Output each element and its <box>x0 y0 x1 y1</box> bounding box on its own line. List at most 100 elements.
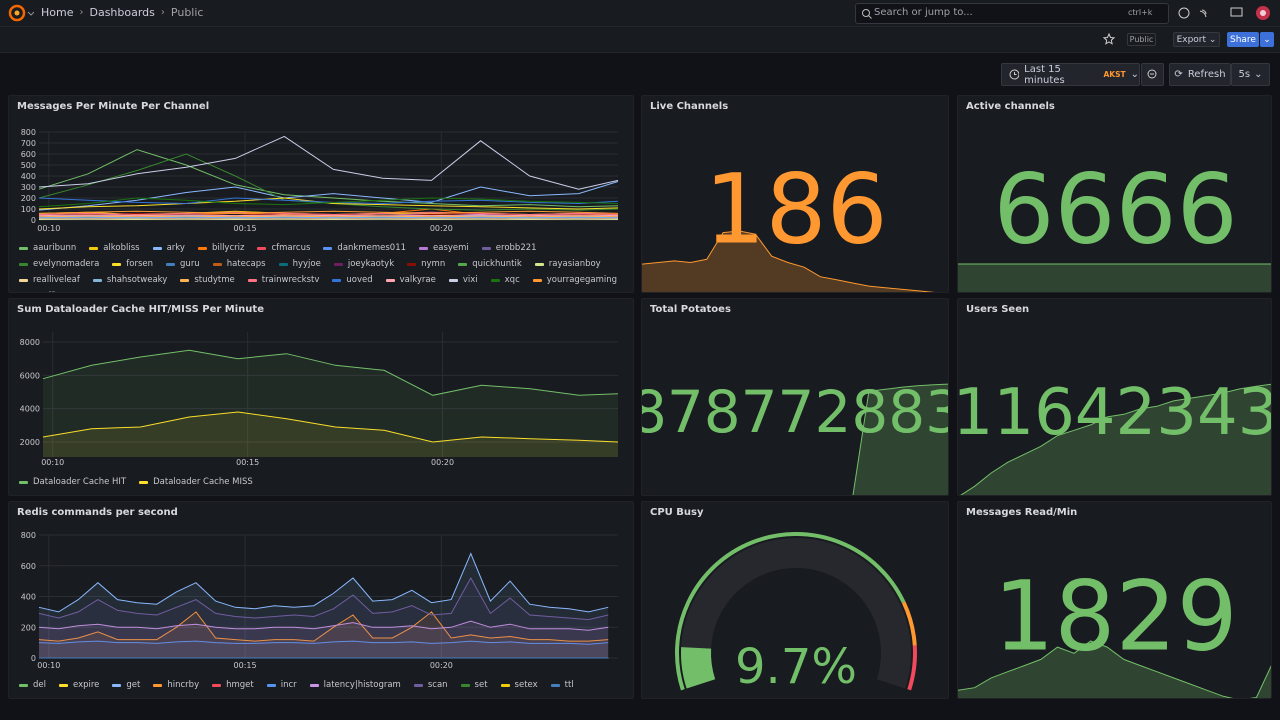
legend-swatch <box>534 262 544 266</box>
legend-item[interactable]: del <box>19 679 46 691</box>
legend-item[interactable]: setex <box>500 679 538 691</box>
x-tick-label: 00:20 <box>431 458 454 467</box>
panel-canvas: 2000 4000 6000 8000 00:10 00:15 00:20 <box>20 332 619 467</box>
legend-item[interactable]: quickhuntik <box>458 258 522 270</box>
legend-label: latency|histogram <box>323 680 401 690</box>
series-line <box>38 552 609 613</box>
shortcut: ctrl+k <box>1128 8 1153 17</box>
legend-item[interactable]: vixi <box>448 274 478 286</box>
legend-item[interactable]: shahsotweaky <box>92 274 167 286</box>
refresh-button[interactable]: ⟳ Refresh <box>1169 63 1231 86</box>
legend-label: uoved <box>346 275 373 285</box>
threshold-band <box>675 532 906 691</box>
legend-swatch <box>500 683 510 687</box>
legend-item[interactable]: joeykaotyk <box>333 258 394 270</box>
legend-item[interactable]: incr <box>266 679 297 691</box>
legend-item[interactable]: alkobliss <box>89 242 140 254</box>
legend: del expire get hincrby hmget incr latency|hist… <box>19 679 619 691</box>
legend-item[interactable]: easyemi <box>419 242 469 254</box>
legend-label: forsen <box>126 259 154 269</box>
search-box[interactable]: Search or jump to... ctrl+k <box>855 3 1169 24</box>
legend-item[interactable]: evelynomadera <box>19 258 99 270</box>
legend-item[interactable]: latency|histogram <box>309 679 401 691</box>
gauge-value <box>681 647 716 689</box>
legend-item[interactable]: aauribunn <box>19 242 76 254</box>
legend-item[interactable]: uoved <box>332 274 373 286</box>
star-button[interactable] <box>1103 33 1115 45</box>
legend-swatch <box>180 278 190 282</box>
legend-item[interactable]: xqc <box>490 274 520 286</box>
legend-item[interactable]: studytme <box>180 274 235 286</box>
panel-canvas: 0 100 200 300 400 500 600 700 800 00:10 00:15 00:20 <box>21 128 619 233</box>
x-tick-label: 00:15 <box>236 458 259 467</box>
y-tick-label: 0 <box>31 216 36 225</box>
share-button[interactable]: Share <box>1227 32 1259 47</box>
legend-item[interactable]: trainwreckstv <box>247 274 319 286</box>
legend-item[interactable]: expire <box>59 679 99 691</box>
search-placeholder: Search or jump to... <box>874 7 973 18</box>
legend-item[interactable]: yugi2x <box>19 290 62 292</box>
legend-item[interactable]: billycriz <box>197 242 244 254</box>
legend-swatch <box>385 278 395 282</box>
legend-label: aauribunn <box>33 243 77 253</box>
legend-item[interactable]: guru <box>166 258 200 270</box>
export-button[interactable]: Export ⌄ <box>1173 32 1220 47</box>
refresh-interval[interactable]: 5s ⌄ <box>1231 63 1270 86</box>
series-line <box>38 215 619 218</box>
legend-swatch <box>19 480 28 484</box>
legend-label: easyemi <box>433 243 469 253</box>
zoom-out-button[interactable] <box>1141 63 1164 86</box>
legend-item[interactable]: realliveleaf <box>19 274 80 286</box>
legend-swatch <box>333 262 343 266</box>
gauge-track <box>681 538 911 689</box>
series-line <box>38 620 609 631</box>
stat-value: 6666 <box>993 154 1237 266</box>
panel-canvas: 6666 <box>958 154 1271 292</box>
search-icon <box>862 9 872 19</box>
legend-item[interactable]: forsen <box>112 258 153 270</box>
panel-title: Active channels <box>966 101 1055 112</box>
y-tick-label: 100 <box>21 205 36 214</box>
time-picker[interactable]: Last 15 minutes AKST ⌄ <box>1001 63 1140 86</box>
series-area <box>43 350 618 457</box>
legend-item[interactable]: set <box>460 679 488 691</box>
panel-title: Users Seen <box>966 304 1030 315</box>
legend-item[interactable]: Dataloader Cache MISS <box>139 476 253 488</box>
x-tick-label: 00:10 <box>37 224 60 233</box>
button-label: Export <box>1176 34 1207 45</box>
breadcrumb[interactable]: Dashboards <box>89 6 155 19</box>
legend-item[interactable]: hyyjoe <box>278 258 321 270</box>
legend-item[interactable]: get <box>112 679 140 691</box>
legend-item[interactable]: hincrby <box>153 679 199 691</box>
legend-swatch <box>458 262 468 266</box>
legend-item[interactable]: dankmemes011 <box>323 242 406 254</box>
panel-title: Messages Read/Min <box>966 507 1078 518</box>
panel-canvas: 186 <box>642 154 935 292</box>
y-tick-label: 500 <box>21 161 36 170</box>
legend-swatch <box>323 246 333 250</box>
legend-item[interactable]: ttl <box>550 679 574 691</box>
legend-item[interactable]: rayasianboy <box>534 258 601 270</box>
legend-swatch <box>460 683 470 687</box>
legend-swatch <box>550 683 560 687</box>
breadcrumb[interactable]: Home <box>41 6 74 19</box>
series-line <box>38 611 609 642</box>
legend-swatch <box>212 683 222 687</box>
legend-item[interactable]: hmget <box>212 679 254 691</box>
header-icons[interactable] <box>1176 6 1276 22</box>
legend-label: Dataloader Cache MISS <box>153 477 253 487</box>
legend-item[interactable]: cfmarcus <box>257 242 310 254</box>
legend-item[interactable]: valkyrae <box>385 274 436 286</box>
legend-item[interactable]: erobb221 <box>481 242 537 254</box>
panel: 0 100 200 300 400 500 600 700 800 00:10 00:15 00:20… <box>8 95 634 293</box>
legend-item[interactable]: arky <box>152 242 185 254</box>
share-menu-button[interactable]: ⌄ <box>1260 32 1274 47</box>
legend-item[interactable]: scan <box>413 679 448 691</box>
logo[interactable] <box>8 4 34 22</box>
legend-swatch <box>19 246 28 250</box>
legend-item[interactable]: hatecaps <box>212 258 266 270</box>
legend-item[interactable]: Dataloader Cache HIT <box>19 476 126 488</box>
legend-swatch <box>332 278 342 282</box>
legend-item[interactable]: nymn <box>407 258 445 270</box>
legend-item[interactable]: yourragegaming <box>532 274 617 286</box>
